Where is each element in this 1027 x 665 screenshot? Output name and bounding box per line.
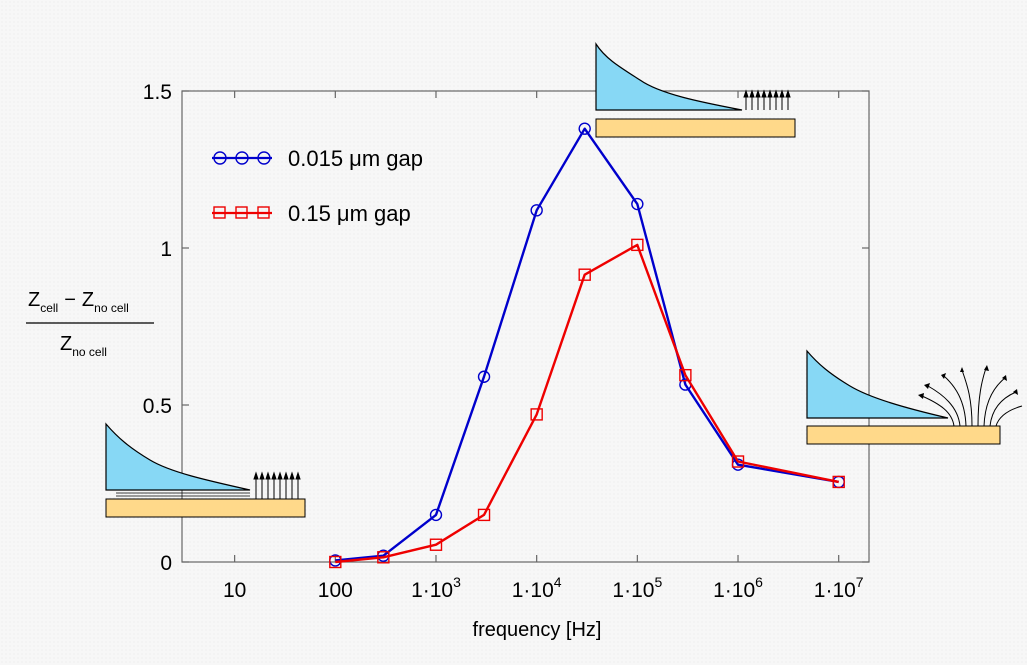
substrate-top bbox=[595, 118, 796, 138]
substrate-left bbox=[105, 498, 306, 518]
series-1-point-3 bbox=[477, 508, 491, 522]
series-0-point-6 bbox=[631, 197, 644, 211]
x-tick-label-2: 1·103 bbox=[411, 574, 461, 602]
series-1-point-8 bbox=[731, 455, 745, 468]
x-tick-label-4: 1·105 bbox=[612, 574, 662, 602]
field-lines-top bbox=[743, 89, 791, 110]
x-tick-label-5: 1·106 bbox=[713, 574, 763, 602]
series-0-point-3 bbox=[477, 370, 491, 383]
legend-marker-0c bbox=[257, 151, 271, 165]
x-tick-label-1: 100 bbox=[318, 579, 353, 602]
cell-shape-left bbox=[105, 422, 251, 491]
legend-marker-1c bbox=[257, 206, 270, 219]
y-tick-label-1: 0.5 bbox=[143, 395, 172, 418]
x-axis: 10 100 1·103 1·104 1·105 1·106 1·107 bbox=[223, 91, 864, 602]
x-tick-label-6: 1·107 bbox=[814, 574, 864, 602]
legend-item-1: 0.15 μm gap bbox=[212, 201, 411, 226]
x-axis-title: frequency [Hz] bbox=[473, 619, 602, 641]
series-1-point-5 bbox=[578, 268, 591, 281]
series-1-point-2 bbox=[429, 538, 443, 551]
plot-area bbox=[181, 90, 870, 563]
y-axis-title: Zcell − Zno cell Zno cell bbox=[26, 289, 154, 359]
series-1-point-1 bbox=[377, 551, 390, 564]
legend-marker-1a bbox=[213, 206, 226, 219]
field-lines-left bbox=[253, 471, 301, 499]
series-1-point-7 bbox=[679, 368, 692, 382]
series-1-point-0 bbox=[329, 555, 342, 569]
cell-shape-top bbox=[595, 41, 743, 111]
x-tick-label-0: 10 bbox=[223, 579, 246, 602]
legend: 0.015 μm gap 0.15 μm gap bbox=[212, 146, 423, 226]
legend-marker-0a bbox=[213, 151, 227, 165]
legend-marker-0b bbox=[235, 151, 249, 165]
legend-marker-1b bbox=[235, 206, 248, 219]
field-arrowheads-right bbox=[918, 365, 1018, 399]
series-0-point-5 bbox=[578, 122, 591, 135]
series-1-point-9 bbox=[832, 475, 845, 489]
series-line-1 bbox=[335, 243, 839, 564]
series-0-point-4 bbox=[530, 204, 543, 217]
gap-lines-left bbox=[116, 492, 250, 497]
cell-illustration-left bbox=[105, 422, 306, 518]
y-tick-label-3: 1.5 bbox=[143, 81, 172, 104]
cell-illustration-top bbox=[595, 41, 796, 138]
cell-shape-right bbox=[806, 349, 949, 419]
legend-label-1: 0.15 μm gap bbox=[288, 201, 411, 226]
legend-label-0: 0.015 μm gap bbox=[288, 146, 423, 171]
y-title-numerator: Zcell − Zno cell bbox=[28, 289, 129, 315]
y-axis: 0 0.5 1 1.5 bbox=[143, 81, 869, 575]
substrate-right bbox=[806, 425, 1001, 445]
x-tick-label-3: 1·104 bbox=[512, 574, 562, 602]
series-line-0 bbox=[335, 127, 839, 562]
field-lines-right bbox=[921, 367, 1023, 427]
y-tick-label-2: 1 bbox=[160, 238, 172, 261]
y-tick-label-0: 0 bbox=[160, 552, 172, 575]
legend-item-0: 0.015 μm gap bbox=[212, 146, 423, 171]
series-layer bbox=[329, 122, 845, 569]
series-1-point-4 bbox=[530, 408, 543, 421]
y-title-denominator: Zno cell bbox=[60, 333, 107, 359]
cell-illustration-right bbox=[806, 349, 1023, 445]
series-1-point-6 bbox=[631, 238, 644, 252]
series-0-point-2 bbox=[429, 508, 443, 522]
